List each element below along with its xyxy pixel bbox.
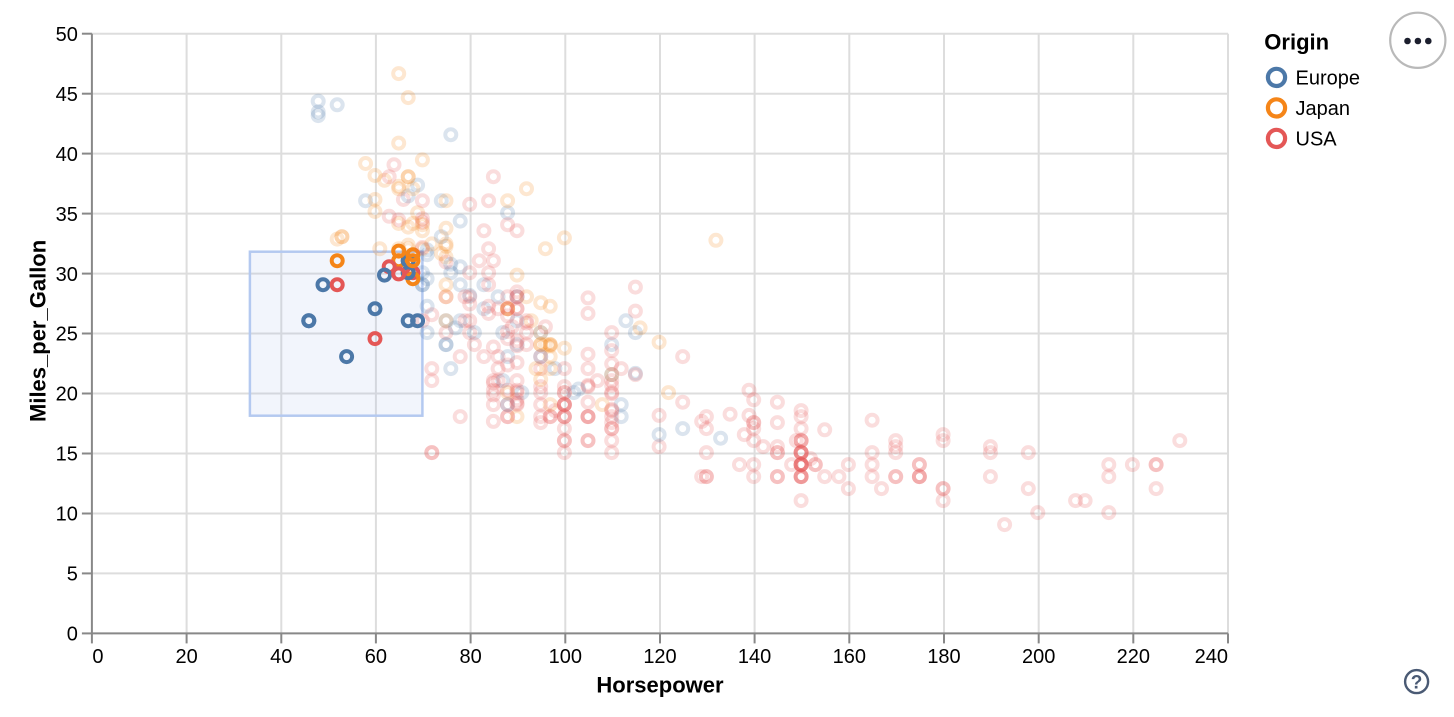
- svg-text:45: 45: [56, 84, 78, 106]
- svg-text:5: 5: [67, 564, 78, 586]
- svg-text:40: 40: [270, 646, 292, 668]
- svg-text:30: 30: [56, 264, 78, 286]
- svg-text:20: 20: [175, 646, 197, 668]
- svg-text:?: ?: [1411, 672, 1423, 693]
- svg-text:Horsepower: Horsepower: [596, 673, 724, 698]
- svg-text:220: 220: [1117, 646, 1150, 668]
- svg-text:Origin: Origin: [1264, 30, 1329, 55]
- svg-text:35: 35: [56, 204, 78, 226]
- svg-text:0: 0: [92, 646, 103, 668]
- svg-text:80: 80: [459, 646, 481, 668]
- svg-text:160: 160: [833, 646, 866, 668]
- svg-text:200: 200: [1022, 646, 1055, 668]
- svg-text:Japan: Japan: [1296, 98, 1351, 120]
- svg-text:50: 50: [56, 24, 78, 46]
- svg-text:USA: USA: [1296, 128, 1338, 150]
- svg-text:20: 20: [56, 384, 78, 406]
- svg-text:15: 15: [56, 444, 78, 466]
- svg-text:0: 0: [67, 624, 78, 646]
- svg-text:10: 10: [56, 504, 78, 526]
- svg-text:40: 40: [56, 144, 78, 166]
- svg-text:120: 120: [643, 646, 676, 668]
- svg-text:140: 140: [738, 646, 771, 668]
- svg-text:Miles_per_Gallon: Miles_per_Gallon: [26, 240, 51, 422]
- svg-text:25: 25: [56, 324, 78, 346]
- svg-text:240: 240: [1195, 646, 1228, 668]
- svg-text:60: 60: [365, 646, 387, 668]
- svg-text:100: 100: [549, 646, 582, 668]
- svg-text:Europe: Europe: [1296, 67, 1361, 89]
- svg-text:180: 180: [927, 646, 960, 668]
